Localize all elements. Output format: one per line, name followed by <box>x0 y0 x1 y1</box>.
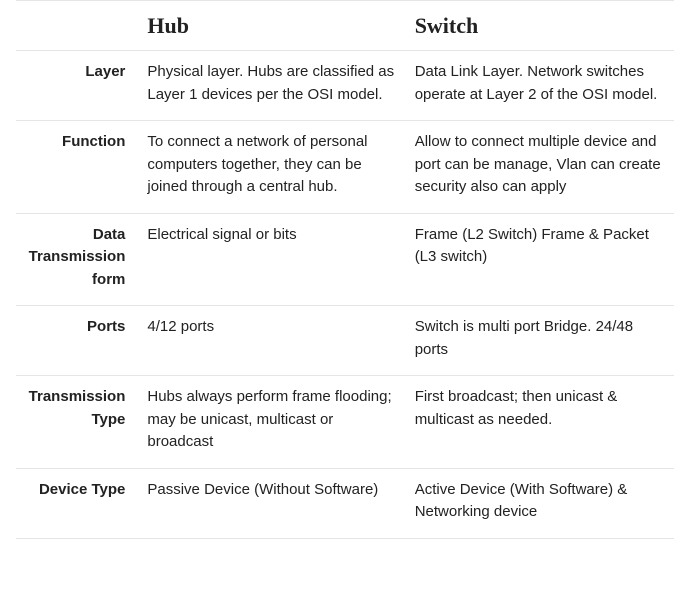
cell-switch: Data Link Layer. Network switches operat… <box>407 51 674 121</box>
table-header-row: Hub Switch <box>16 1 674 51</box>
table-row: Data Transmission form Electrical signal… <box>16 213 674 306</box>
cell-hub: 4/12 ports <box>139 306 406 376</box>
cell-hub: Electrical signal or bits <box>139 213 406 306</box>
cell-switch: First broadcast; then unicast & multicas… <box>407 376 674 469</box>
row-label: Transmission Type <box>16 376 139 469</box>
row-label: Data Transmission form <box>16 213 139 306</box>
cell-hub: To connect a network of personal compute… <box>139 121 406 214</box>
cell-switch: Active Device (With Software) & Networki… <box>407 468 674 538</box>
header-switch: Switch <box>407 1 674 51</box>
table-row: Device Type Passive Device (Without Soft… <box>16 468 674 538</box>
comparison-table: Hub Switch Layer Physical layer. Hubs ar… <box>16 0 674 539</box>
cell-hub: Hubs always perform frame flooding; may … <box>139 376 406 469</box>
table-body: Layer Physical layer. Hubs are classifie… <box>16 51 674 539</box>
cell-switch: Frame (L2 Switch) Frame & Packet (L3 swi… <box>407 213 674 306</box>
header-hub: Hub <box>139 1 406 51</box>
comparison-table-container: { "type": "table", "columns": { "blank":… <box>0 0 690 539</box>
row-label: Device Type <box>16 468 139 538</box>
cell-hub: Passive Device (Without Software) <box>139 468 406 538</box>
row-label: Ports <box>16 306 139 376</box>
cell-switch: Allow to connect multiple device and por… <box>407 121 674 214</box>
header-blank <box>16 1 139 51</box>
table-row: Ports 4/12 ports Switch is multi port Br… <box>16 306 674 376</box>
table-row: Transmission Type Hubs always perform fr… <box>16 376 674 469</box>
cell-switch: Switch is multi port Bridge. 24/48 ports <box>407 306 674 376</box>
table-row: Layer Physical layer. Hubs are classifie… <box>16 51 674 121</box>
cell-hub: Physical layer. Hubs are classified as L… <box>139 51 406 121</box>
row-label: Function <box>16 121 139 214</box>
row-label: Layer <box>16 51 139 121</box>
table-row: Function To connect a network of persona… <box>16 121 674 214</box>
